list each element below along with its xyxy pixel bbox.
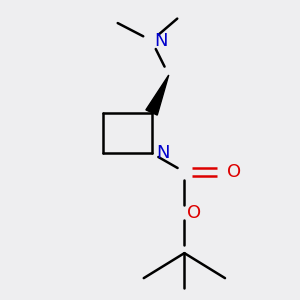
Text: N: N [154,32,168,50]
Text: O: O [187,203,201,221]
Polygon shape [146,75,169,115]
Text: N: N [156,144,169,162]
Text: O: O [227,163,242,181]
